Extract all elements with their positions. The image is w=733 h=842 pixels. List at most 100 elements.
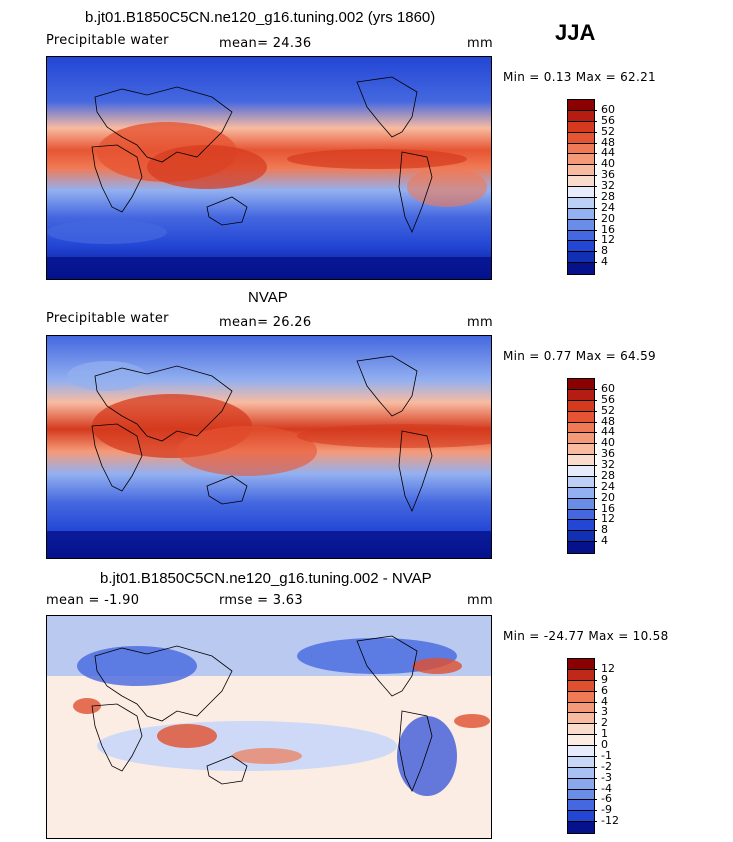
- colorbar-box: [568, 531, 594, 543]
- panel1-minmax: Min = 0.13 Max = 62.21: [503, 70, 656, 84]
- colorbar-tick: [593, 153, 597, 155]
- colorbar-tick: [593, 712, 597, 714]
- panel3-title: b.jt01.B1850C5CN.ne120_g16.tuning.002 - …: [100, 570, 432, 587]
- colorbar-tick: [593, 109, 597, 111]
- colorbar-tick: [593, 821, 597, 823]
- colorbar-box: [568, 165, 594, 177]
- season-label: JJA: [555, 20, 596, 45]
- colorbar-label: 28: [601, 468, 615, 482]
- colorbar-tick: [593, 251, 597, 253]
- colorbar-label: -1: [601, 748, 612, 762]
- panel1-variable-label: Precipitable water: [46, 33, 169, 48]
- panel2-mean-label: mean= 26.26: [219, 315, 312, 330]
- colorbar-label: -3: [601, 770, 612, 784]
- colorbar-tick: [593, 799, 597, 801]
- colorbar-tick: [593, 734, 597, 736]
- panel2-title: NVAP: [248, 289, 288, 306]
- colorbar-label: 52: [601, 124, 615, 138]
- panel3-minmax: Min = -24.77 Max = 10.58: [503, 629, 669, 643]
- colorbar-label: 56: [601, 392, 615, 406]
- colorbar-tick: [593, 240, 597, 242]
- panel3-colorbar: [567, 658, 595, 834]
- panel1-map: [46, 56, 492, 280]
- panel1-mean-label: mean= 24.36: [219, 36, 312, 51]
- colorbar-box: [568, 713, 594, 725]
- colorbar-tick: [593, 164, 597, 166]
- colorbar-box: [568, 379, 594, 390]
- colorbar-tick: [593, 262, 597, 264]
- colorbar-label: 24: [601, 479, 615, 493]
- colorbar-tick: [593, 508, 597, 510]
- colorbar-label: 8: [601, 244, 608, 258]
- colorbar-tick: [593, 207, 597, 209]
- colorbar-box: [568, 778, 594, 790]
- colorbar-tick: [593, 541, 597, 543]
- colorbar-tick: [593, 142, 597, 144]
- colorbar-box: [568, 691, 594, 703]
- colorbar-label: 0: [601, 738, 608, 751]
- colorbar-label: 48: [601, 414, 615, 428]
- colorbar-box: [568, 476, 594, 488]
- colorbar-label: 1: [601, 727, 608, 741]
- colorbar-label: 12: [601, 661, 615, 675]
- colorbar-label: 60: [601, 102, 615, 116]
- colorbar-box: [568, 444, 594, 456]
- colorbar-box: [568, 400, 594, 412]
- colorbar-box: [568, 746, 594, 757]
- panel2-map: [46, 335, 492, 559]
- colorbar-box: [568, 241, 594, 253]
- colorbar-label: -6: [601, 792, 612, 806]
- colorbar-box: [568, 520, 594, 532]
- colorbar-label: -4: [601, 781, 612, 795]
- colorbar-label: 20: [601, 490, 615, 504]
- colorbar-box: [568, 498, 594, 510]
- panel3-mean-label: mean = -1.90: [46, 593, 140, 608]
- colorbar-box: [568, 208, 594, 220]
- colorbar-tick: [593, 530, 597, 532]
- colorbar-box: [568, 767, 594, 779]
- colorbar-tick: [593, 668, 597, 670]
- panel2-units-label: mm: [467, 315, 493, 330]
- colorbar-label: 32: [601, 458, 615, 471]
- colorbar-label: 36: [601, 447, 615, 461]
- panel1-title: b.jt01.B1850C5CN.ne120_g16.tuning.002 (y…: [85, 9, 436, 26]
- colorbar-box: [568, 659, 594, 670]
- colorbar-box: [568, 263, 594, 274]
- colorbar-tick: [593, 475, 597, 477]
- panel3-rmse-label: rmse = 3.63: [219, 593, 303, 608]
- panel3-map: [46, 615, 492, 839]
- colorbar-label: 4: [601, 255, 608, 269]
- colorbar-label: 20: [601, 211, 615, 225]
- colorbar-tick: [593, 788, 597, 790]
- colorbar-tick: [593, 766, 597, 768]
- colorbar-label: 52: [601, 403, 615, 417]
- panel2-variable-label: Precipitable water: [46, 311, 169, 326]
- colorbar-box: [568, 389, 594, 401]
- colorbar-label: 36: [601, 168, 615, 182]
- colorbar-label: 12: [601, 512, 615, 526]
- colorbar-box: [568, 542, 594, 553]
- colorbar-tick: [593, 679, 597, 681]
- colorbar-tick: [593, 175, 597, 177]
- colorbar-label: 44: [601, 146, 615, 160]
- colorbar-label: 3: [601, 705, 608, 719]
- colorbar-box: [568, 187, 594, 198]
- colorbar-tick: [593, 432, 597, 434]
- colorbar-box: [568, 735, 594, 746]
- colorbar-label: 40: [601, 157, 615, 171]
- colorbar-label: -12: [601, 814, 619, 828]
- colorbar-tick: [593, 131, 597, 133]
- colorbar-tick: [593, 196, 597, 198]
- colorbar-tick: [593, 218, 597, 220]
- colorbar-box: [568, 154, 594, 166]
- colorbar-label: 16: [601, 222, 615, 236]
- colorbar-label: -2: [601, 759, 612, 773]
- colorbar-label: 8: [601, 523, 608, 537]
- colorbar-label: 4: [601, 694, 608, 708]
- colorbar-tick: [593, 454, 597, 456]
- colorbar-box: [568, 800, 594, 812]
- colorbar-box: [568, 176, 594, 187]
- colorbar-tick: [593, 723, 597, 725]
- panel1-colorbar: [567, 99, 595, 275]
- colorbar-box: [568, 219, 594, 231]
